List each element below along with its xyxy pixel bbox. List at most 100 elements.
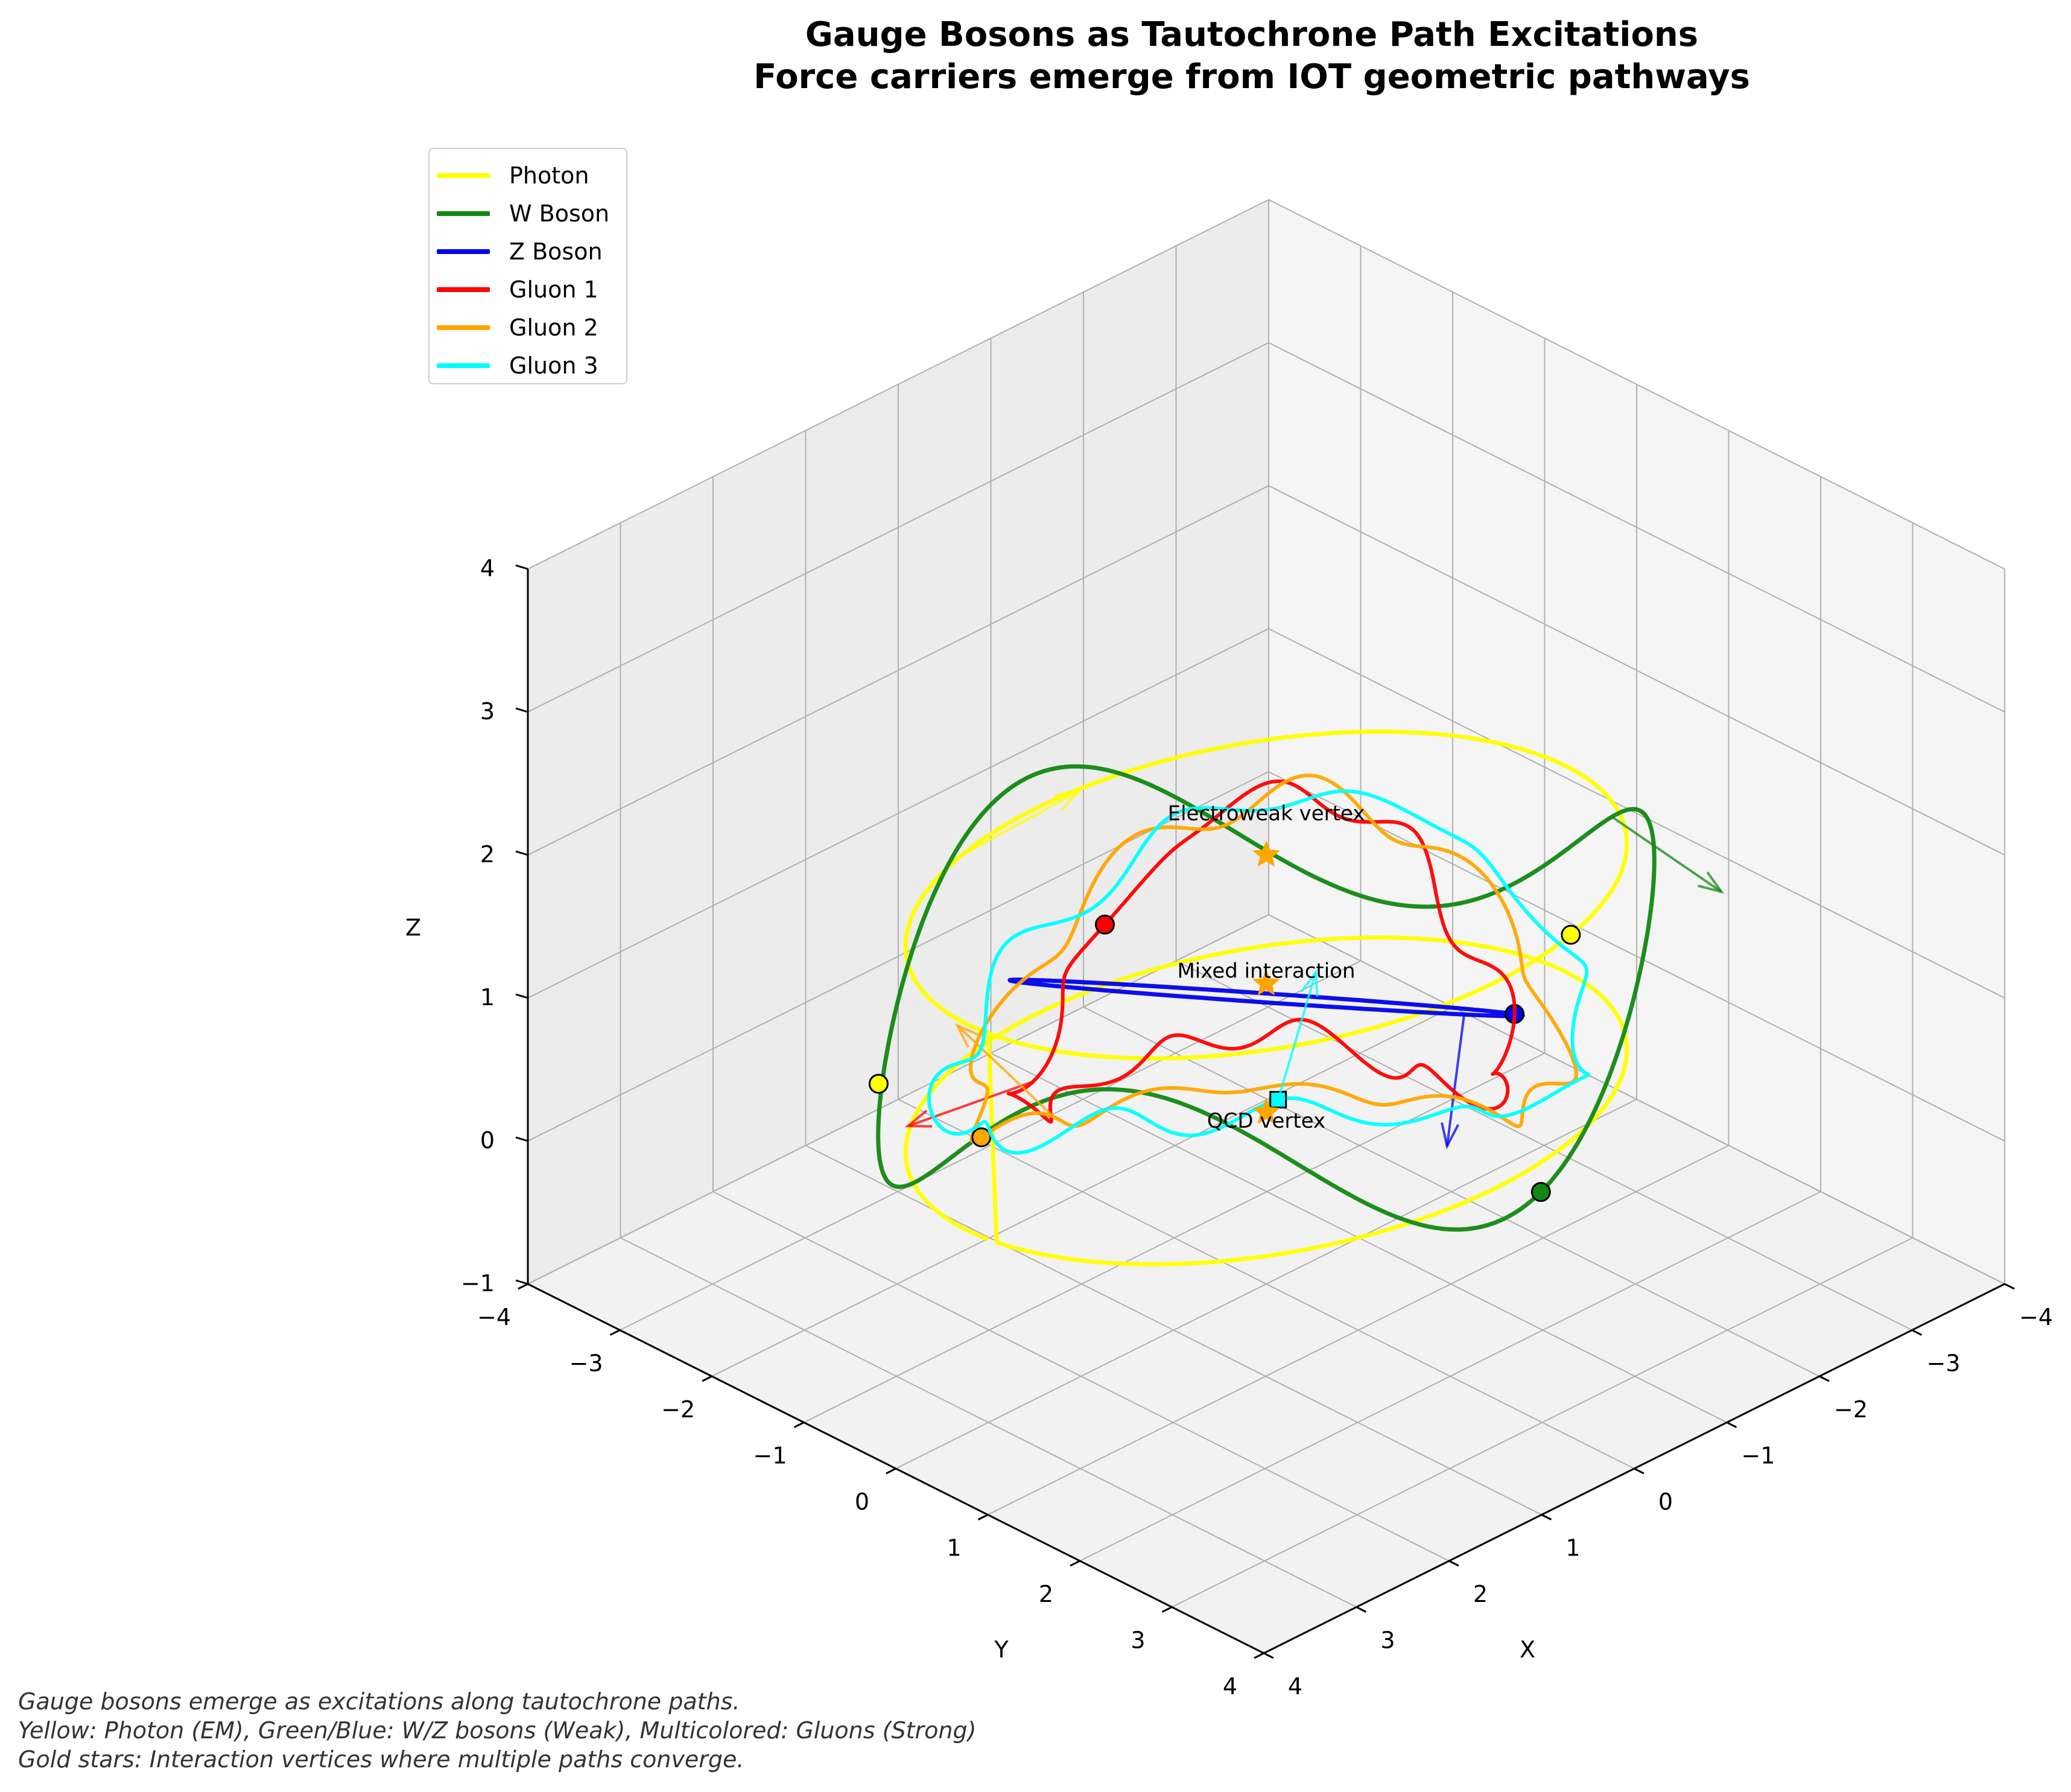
series-w-boson	[876, 764, 1725, 1232]
caption-line-2: Yellow: Photon (EM), Green/Blue: W/Z bos…	[18, 1717, 977, 1744]
series-gluon-1	[904, 779, 1517, 1128]
x-tick-label: 3	[1380, 1627, 1395, 1654]
series-line	[1007, 977, 1525, 1018]
legend-label: Gluon 2	[509, 314, 598, 341]
x-tick-label: −1	[1741, 1443, 1775, 1469]
y-tick	[518, 1283, 528, 1290]
y-tick-label: 0	[855, 1489, 869, 1515]
y-tick-label: −4	[477, 1304, 511, 1330]
field-arrow	[961, 790, 1079, 857]
tick-labels: −4 −3 −2 −1 0 1 2 3 4 −4 −3 −2 −1 0 1 2 3 4 −1 0 1 2 3 4 X Y Z	[405, 555, 2053, 1700]
y-tick	[1161, 1606, 1173, 1613]
x-tick	[1541, 1514, 1552, 1520]
legend-swatch	[437, 287, 490, 292]
field-arrow-head	[954, 1023, 980, 1048]
legend-item-gluon-1: Gluon 1	[430, 274, 626, 312]
annotation-label: Electroweak vertex	[1168, 802, 1365, 826]
field-arrow-head	[1698, 871, 1725, 894]
field-arrow	[1611, 816, 1722, 893]
interaction-vertex-star	[1252, 969, 1280, 996]
x-tick-label: 4	[1288, 1673, 1302, 1700]
field-arrow	[1277, 972, 1318, 1101]
series-line	[876, 764, 1657, 1232]
caption-line-3: Gold stars: Interaction vertices where m…	[18, 1746, 744, 1773]
series-marker	[1561, 924, 1581, 945]
field-arrow	[1445, 1014, 1466, 1146]
series-group	[868, 729, 1725, 1266]
series-photon	[903, 729, 1629, 1266]
y-tick-label: −2	[661, 1396, 695, 1423]
y-tick	[609, 1329, 621, 1336]
x-tick-label: 2	[1473, 1581, 1488, 1607]
z-tick-label: 1	[480, 984, 495, 1011]
series-marker	[1095, 914, 1115, 935]
caption-line-1: Gauge bosons emerge as excitations along…	[18, 1688, 740, 1715]
legend-label: Photon	[509, 162, 589, 189]
axis-panes	[528, 200, 2005, 1653]
z-tick-label: 4	[480, 555, 495, 582]
chart-title-line-1: Gauge Bosons as Tautochrone Path Excitat…	[805, 15, 1699, 54]
legend: Photon W Boson Z Boson Gluon 1 Gluon 2 G…	[428, 148, 627, 384]
x-tick	[1819, 1375, 1830, 1382]
x-tick-label: −2	[1834, 1396, 1868, 1423]
field-arrow-head	[904, 1110, 933, 1128]
grid-line-z	[527, 485, 2005, 856]
series-z-boson	[1007, 977, 1525, 1150]
z-tick	[515, 850, 528, 856]
legend-item-gluon-3: Gluon 3	[430, 350, 626, 388]
field-arrow	[956, 1025, 1055, 1118]
series-line	[903, 729, 1629, 1266]
legend-swatch	[437, 325, 490, 330]
legend-label: Gluon 1	[509, 276, 598, 303]
legend-label: Z Boson	[509, 238, 603, 265]
z-tick	[515, 993, 528, 999]
series-marker	[971, 1127, 992, 1148]
y-tick	[886, 1467, 896, 1475]
legend-swatch	[437, 249, 490, 254]
z-axis-label: Z	[405, 915, 421, 941]
x-tick-label: −4	[2019, 1304, 2053, 1330]
z-tick-label: 2	[480, 841, 495, 868]
y-tick-label: 4	[1223, 1673, 1237, 1700]
annotation-label: QCD vertex	[1207, 1109, 1325, 1133]
y-tick-label: 2	[1039, 1581, 1053, 1607]
legend-swatch	[437, 211, 490, 216]
legend-swatch	[437, 173, 490, 178]
x-tick-label: 0	[1658, 1489, 1673, 1515]
grid-line-z	[527, 199, 2005, 570]
grid-line-z	[527, 913, 2005, 1285]
y-tick	[1254, 1652, 1264, 1659]
z-tick	[515, 1279, 528, 1285]
field-arrow-head	[1300, 969, 1319, 997]
x-tick	[1634, 1467, 1644, 1475]
x-tick	[1726, 1422, 1737, 1428]
y-tick	[977, 1514, 989, 1520]
interaction-vertex-star	[1252, 840, 1280, 867]
x-axis-label: X	[1520, 1636, 1535, 1663]
grid-line-z	[527, 770, 2005, 1142]
z-tick-label: 3	[480, 698, 495, 725]
legend-label: W Boson	[509, 200, 610, 227]
field-arrow-head	[1054, 790, 1082, 811]
field-arrow	[907, 1080, 1034, 1128]
y-tick	[793, 1422, 805, 1428]
x-tick	[2004, 1283, 2015, 1290]
series-line	[927, 789, 1591, 1155]
y-tick	[702, 1375, 712, 1382]
z-tick	[515, 564, 528, 570]
y-tick-label: −1	[753, 1443, 787, 1469]
x-tick	[1911, 1329, 1923, 1336]
grid-line-z	[527, 628, 2005, 999]
x-tick	[1263, 1652, 1274, 1659]
y-tick-label: 1	[947, 1535, 961, 1562]
x-tick	[1356, 1606, 1367, 1613]
x-tick-label: 1	[1565, 1535, 1580, 1562]
y-axis-label: Y	[994, 1636, 1009, 1663]
z-tick-label: −1	[461, 1270, 495, 1297]
grid-line-z	[527, 342, 2005, 713]
series-line	[1006, 779, 1517, 1124]
interaction-vertex-star	[1252, 1098, 1280, 1124]
x-tick	[1448, 1560, 1459, 1567]
series-gluon-3	[927, 789, 1591, 1155]
